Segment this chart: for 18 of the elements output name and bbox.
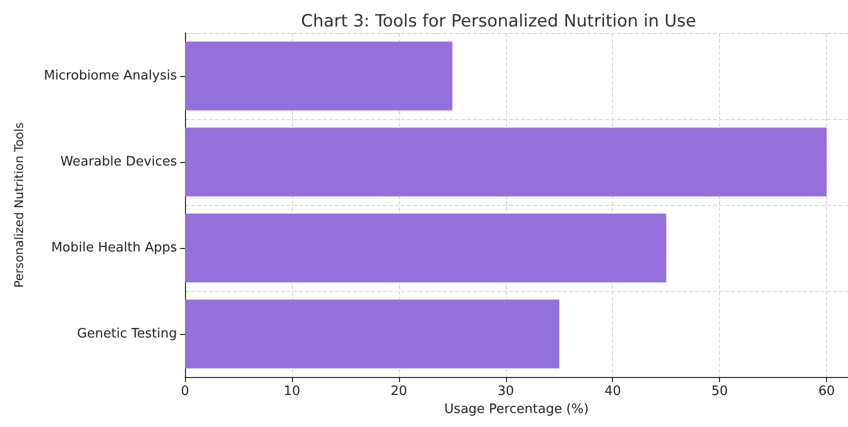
x-tick-label: 50: [711, 384, 728, 399]
y-tick-label: Microbiome Analysis: [44, 68, 178, 84]
x-tick-label: 40: [604, 384, 622, 399]
x-tick-label: 20: [390, 384, 408, 399]
x-tick-label: 10: [284, 384, 300, 399]
y-tick-label: Genetic Testing: [76, 326, 177, 342]
bar: [185, 42, 452, 110]
bar: [185, 300, 560, 368]
y-tick-label: Mobile Health Apps: [51, 240, 178, 256]
x-axis-title: Usage Percentage (%): [444, 402, 589, 417]
x-tick-label: 30: [498, 384, 514, 399]
bar: [185, 214, 666, 282]
x-tick-label: 0: [180, 384, 190, 399]
x-tick-label: 60: [818, 384, 835, 399]
y-tick-label: Wearable Devices: [60, 154, 178, 170]
bar: [185, 128, 827, 196]
chart-title: Chart 3: Tools for Personalized Nutrition in Use: [301, 12, 696, 32]
y-axis-title: Personalized Nutrition Tools: [12, 122, 26, 288]
